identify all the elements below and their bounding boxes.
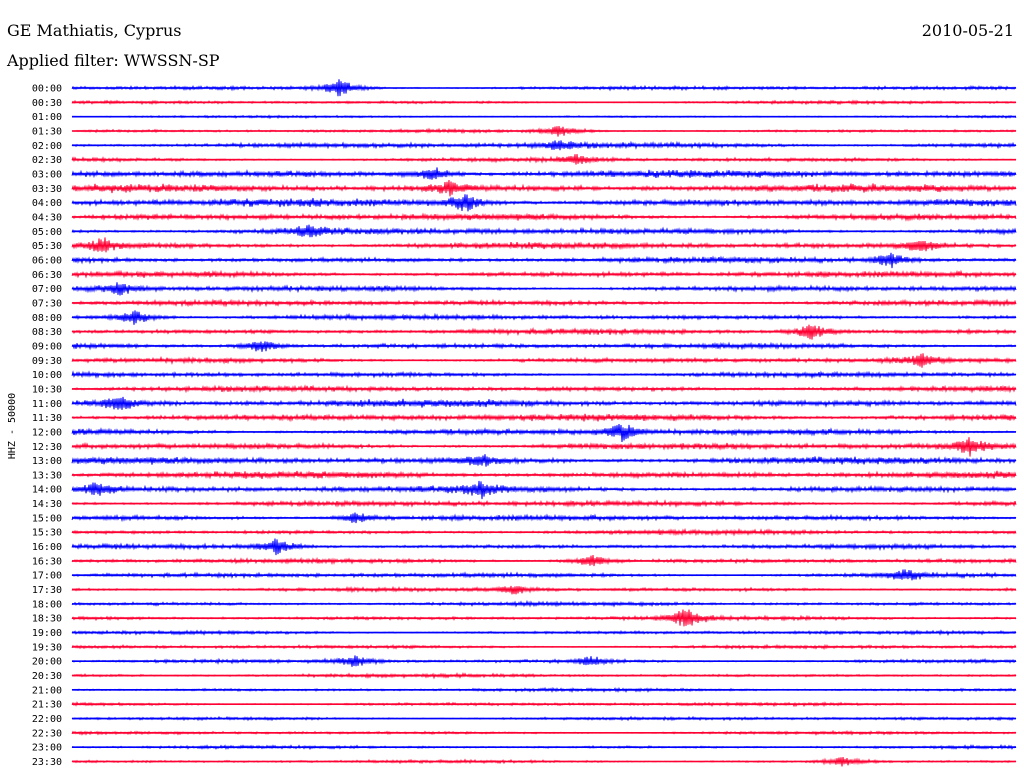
time-label: 17:30 (32, 585, 62, 596)
filter-label: Applied filter: WWSSN-SP (6, 51, 220, 70)
y-axis-label: HHZ - 50000 (7, 393, 18, 459)
time-label: 23:00 (32, 743, 62, 754)
seismic-traces (71, 79, 1017, 767)
time-label: 16:30 (32, 556, 62, 567)
time-label: 06:00 (32, 255, 62, 266)
time-label: 20:30 (32, 671, 62, 682)
time-label: 00:30 (32, 98, 62, 109)
time-label: 18:00 (32, 599, 62, 610)
time-label: 23:30 (32, 757, 62, 768)
time-label: 20:00 (32, 657, 62, 668)
time-label: 02:30 (32, 155, 62, 166)
time-label: 14:00 (32, 485, 62, 496)
time-label: 13:00 (32, 456, 62, 467)
time-label: 08:00 (32, 313, 62, 324)
trace-1400 (71, 480, 1017, 500)
time-label: 04:00 (32, 198, 62, 209)
station-title: GE Mathiatis, Cyprus (7, 21, 181, 40)
time-label: 16:00 (32, 542, 62, 553)
time-label: 22:00 (32, 714, 62, 725)
time-label: 08:30 (32, 327, 62, 338)
time-label: 03:00 (32, 169, 62, 180)
time-label: 10:00 (32, 370, 62, 381)
time-label: 06:30 (32, 270, 62, 281)
trace-1200 (71, 423, 1017, 442)
time-label: 02:00 (32, 141, 62, 152)
time-label: 15:30 (32, 528, 62, 539)
time-label: 18:30 (32, 614, 62, 625)
time-tick-labels: 00:00 00:30 01:00 01:30 02:00 02:30 03:00 03:30… (32, 84, 62, 769)
time-label: 03:30 (32, 184, 62, 195)
time-label: 11:00 (32, 399, 62, 410)
time-label: 22:30 (32, 728, 62, 739)
time-label: 13:30 (32, 470, 62, 481)
time-label: 14:30 (32, 499, 62, 510)
time-label: 05:00 (32, 227, 62, 238)
time-label: 19:00 (32, 628, 62, 639)
date-label: 2010-05-21 (922, 21, 1014, 40)
time-label: 12:30 (32, 442, 62, 453)
time-label: 11:30 (32, 413, 62, 424)
time-label: 00:00 (32, 84, 62, 95)
time-label: 21:30 (32, 700, 62, 711)
time-label: 21:00 (32, 685, 62, 696)
time-label: 01:30 (32, 126, 62, 137)
time-label: 04:30 (32, 212, 62, 223)
time-label: 07:00 (32, 284, 62, 295)
time-label: 01:00 (32, 112, 62, 123)
time-label: 19:30 (32, 642, 62, 653)
time-label: 09:00 (32, 341, 62, 352)
time-label: 10:30 (32, 384, 62, 395)
time-label: 17:00 (32, 571, 62, 582)
time-label: 12:00 (32, 427, 62, 438)
time-label: 09:30 (32, 356, 62, 367)
time-label: 05:30 (32, 241, 62, 252)
time-label: 15:00 (32, 513, 62, 524)
time-label: 07:30 (32, 298, 62, 309)
